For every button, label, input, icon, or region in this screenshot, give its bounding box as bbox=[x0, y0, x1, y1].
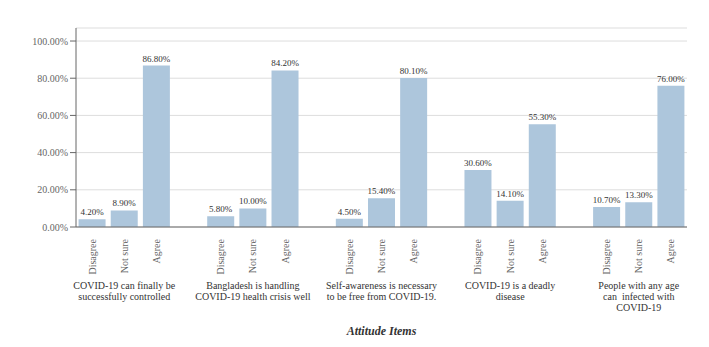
svg-text:30.60%: 30.60% bbox=[464, 158, 492, 168]
svg-text:8.90%: 8.90% bbox=[113, 198, 137, 208]
svg-text:5.80%: 5.80% bbox=[209, 204, 233, 214]
svg-text:Disagree: Disagree bbox=[215, 238, 226, 274]
svg-text:COVID-19 is a deadlydisease: COVID-19 is a deadlydisease bbox=[465, 280, 555, 302]
svg-text:Not sure: Not sure bbox=[247, 238, 258, 273]
svg-text:76.00%: 76.00% bbox=[657, 74, 685, 84]
svg-text:55.30%: 55.30% bbox=[528, 112, 556, 122]
svg-text:Agree: Agree bbox=[408, 238, 419, 263]
svg-text:Not sure: Not sure bbox=[505, 238, 516, 273]
svg-text:Not sure: Not sure bbox=[119, 238, 130, 273]
svg-text:15.40%: 15.40% bbox=[368, 186, 396, 196]
svg-text:Agree: Agree bbox=[151, 238, 162, 263]
svg-text:80.10%: 80.10% bbox=[400, 66, 428, 76]
svg-text:20.00%: 20.00% bbox=[37, 184, 68, 195]
svg-text:Not sure: Not sure bbox=[376, 238, 387, 273]
svg-text:84.20%: 84.20% bbox=[271, 58, 299, 68]
svg-text:100.00%: 100.00% bbox=[32, 36, 68, 47]
svg-text:COVID-19 can finally besuccess: COVID-19 can finally besuccessfully cont… bbox=[73, 280, 175, 302]
svg-text:14.10%: 14.10% bbox=[496, 189, 524, 199]
svg-text:Bangladesh is handlingCOVID-19: Bangladesh is handlingCOVID-19 health cr… bbox=[195, 280, 310, 302]
svg-text:Attitude Items: Attitude Items bbox=[346, 324, 417, 338]
svg-text:Agree: Agree bbox=[280, 238, 291, 263]
svg-text:86.80%: 86.80% bbox=[143, 54, 171, 64]
svg-text:0.00%: 0.00% bbox=[42, 222, 68, 233]
svg-text:Agree: Agree bbox=[537, 238, 548, 263]
svg-text:60.00%: 60.00% bbox=[37, 110, 68, 121]
svg-text:Disagree: Disagree bbox=[601, 238, 612, 274]
svg-text:10.00%: 10.00% bbox=[239, 196, 267, 206]
svg-text:Not sure: Not sure bbox=[633, 238, 644, 273]
svg-text:People with any agecan infect: People with any agecan infected withCOVI… bbox=[598, 280, 679, 313]
svg-text:4.20%: 4.20% bbox=[80, 207, 104, 217]
svg-text:Disagree: Disagree bbox=[87, 238, 98, 274]
svg-text:10.70%: 10.70% bbox=[593, 195, 621, 205]
svg-text:Disagree: Disagree bbox=[344, 238, 355, 274]
svg-text:80.00%: 80.00% bbox=[37, 73, 68, 84]
svg-text:13.30%: 13.30% bbox=[625, 190, 653, 200]
svg-text:Agree: Agree bbox=[665, 238, 676, 263]
svg-text:Self-awareness is necessaryto: Self-awareness is necessaryto be free fr… bbox=[326, 280, 437, 302]
svg-text:4.50%: 4.50% bbox=[338, 207, 362, 217]
svg-text:40.00%: 40.00% bbox=[37, 147, 68, 158]
svg-text:Disagree: Disagree bbox=[472, 238, 483, 274]
